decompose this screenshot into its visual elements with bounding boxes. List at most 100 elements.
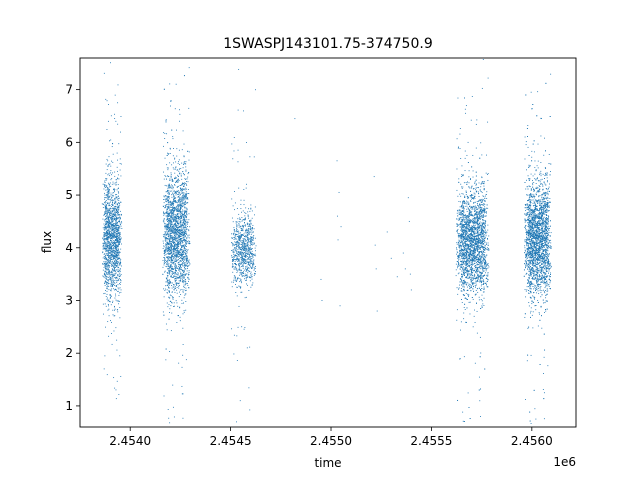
data-point — [236, 295, 238, 297]
data-point — [173, 198, 175, 199]
data-point — [167, 292, 169, 294]
data-point — [176, 256, 178, 258]
data-point — [180, 228, 182, 230]
data-point — [183, 231, 184, 233]
data-point — [116, 237, 118, 239]
data-point — [118, 236, 120, 238]
data-point — [108, 245, 110, 247]
data-point — [248, 240, 249, 242]
data-point — [108, 224, 110, 226]
data-point — [180, 258, 182, 259]
data-point — [112, 204, 114, 206]
data-point — [241, 235, 243, 236]
data-point — [106, 213, 108, 215]
data-point — [104, 272, 106, 274]
data-point — [165, 215, 167, 217]
data-point — [164, 260, 166, 261]
data-point — [242, 258, 244, 260]
data-point — [178, 256, 180, 257]
data-point — [231, 328, 233, 330]
data-point — [111, 241, 113, 243]
data-point — [116, 199, 118, 201]
data-point — [103, 276, 105, 278]
data-point — [180, 204, 181, 206]
data-point — [172, 185, 174, 187]
data-point — [175, 232, 176, 233]
data-point — [178, 232, 180, 234]
data-point — [170, 215, 172, 217]
data-point — [232, 233, 234, 234]
data-point — [182, 344, 184, 345]
data-point — [247, 241, 249, 243]
data-point — [171, 302, 173, 304]
data-point — [182, 275, 184, 277]
data-point — [115, 295, 117, 297]
data-point — [241, 252, 243, 254]
data-point — [109, 231, 111, 232]
data-point — [118, 252, 120, 254]
data-point — [169, 148, 171, 150]
data-point — [115, 236, 117, 238]
data-point — [111, 234, 113, 236]
data-point — [249, 251, 251, 253]
data-point — [242, 243, 243, 245]
data-point — [119, 203, 120, 205]
data-point — [253, 259, 255, 261]
data-point — [113, 244, 115, 246]
data-point — [107, 285, 109, 287]
data-point — [174, 245, 176, 247]
data-point — [238, 259, 240, 260]
data-point — [117, 255, 119, 257]
data-point — [180, 251, 182, 253]
data-point — [112, 221, 114, 223]
data-point — [180, 248, 181, 250]
data-point — [181, 200, 183, 202]
data-point — [171, 285, 172, 286]
data-point — [183, 182, 185, 184]
data-point — [174, 233, 176, 235]
data-point — [249, 233, 250, 235]
data-point — [241, 220, 243, 222]
data-point — [166, 133, 168, 135]
data-point — [174, 217, 176, 218]
data-point — [175, 216, 177, 217]
data-point — [172, 284, 174, 285]
data-point — [115, 240, 117, 241]
data-point — [245, 212, 247, 214]
data-point — [233, 237, 235, 239]
data-point — [176, 202, 178, 204]
data-point — [233, 256, 235, 258]
data-point — [170, 265, 172, 267]
data-point — [104, 184, 106, 186]
data-point — [116, 286, 118, 287]
data-point — [251, 273, 253, 275]
data-point — [114, 189, 116, 191]
data-point — [111, 271, 112, 273]
data-point — [105, 282, 107, 284]
data-point — [105, 194, 107, 196]
data-point — [165, 249, 167, 251]
data-point — [163, 264, 165, 266]
data-point — [105, 262, 107, 264]
data-point — [105, 205, 107, 207]
data-point — [168, 252, 170, 254]
data-point — [103, 223, 105, 225]
data-point — [107, 259, 108, 261]
data-point — [112, 274, 114, 276]
data-point — [107, 243, 109, 245]
data-point — [164, 225, 166, 227]
data-point — [170, 172, 172, 174]
data-point — [248, 264, 250, 266]
data-point — [179, 198, 181, 200]
data-point — [185, 170, 187, 172]
data-point — [241, 291, 243, 293]
data-point — [174, 261, 176, 262]
data-point — [184, 219, 185, 221]
data-point — [181, 201, 183, 203]
data-point — [111, 262, 113, 264]
data-point — [108, 211, 109, 213]
data-point — [116, 239, 118, 241]
data-point — [106, 100, 108, 102]
data-point — [164, 198, 166, 200]
data-point — [178, 230, 180, 232]
